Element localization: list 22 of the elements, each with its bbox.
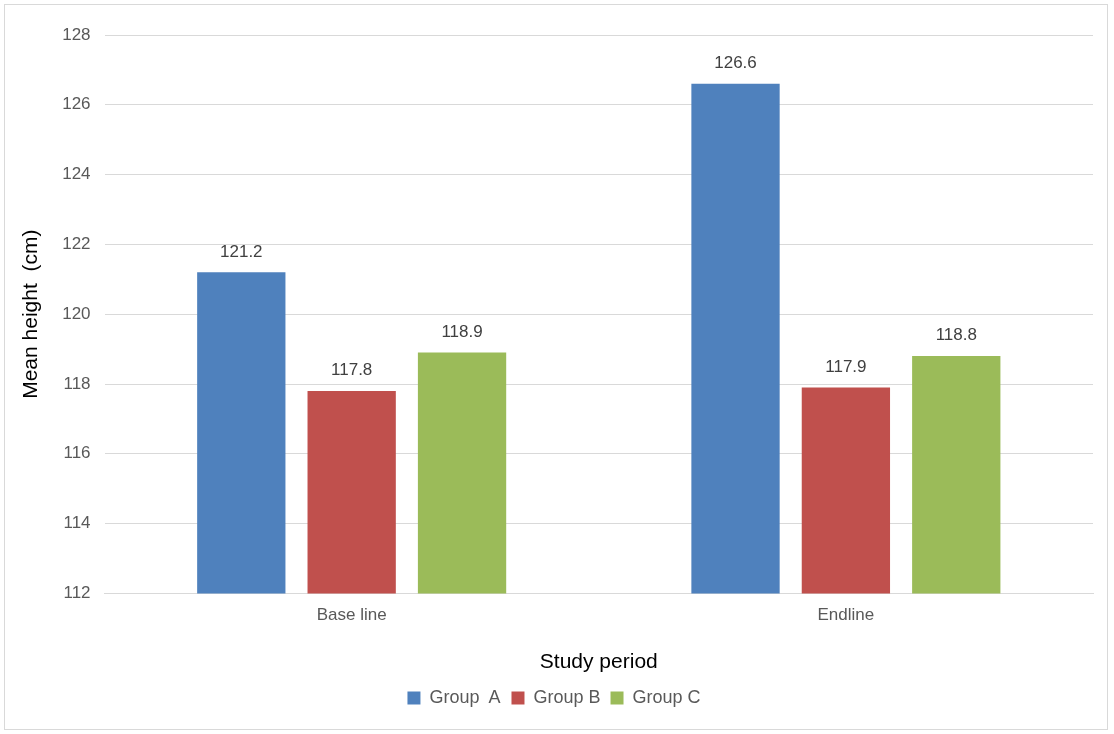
data-label: 118.9 — [441, 321, 483, 341]
y-tick-label: 126 — [62, 94, 91, 114]
legend-label: Group A — [429, 686, 501, 707]
data-label: 117.9 — [825, 356, 867, 376]
y-tick-label: 114 — [63, 513, 91, 533]
legend-label: Group B — [533, 686, 601, 707]
data-label: 121.2 — [220, 241, 263, 261]
y-axis-title: Mean height (cm) — [18, 229, 42, 399]
legend-label: Group C — [632, 686, 701, 707]
x-tick-label: Base line — [316, 605, 387, 625]
y-tick-label: 120 — [62, 303, 91, 323]
x-tick-label: Endline — [817, 605, 875, 625]
x-axis-title: Study period — [539, 649, 658, 673]
y-tick-label: 118 — [63, 373, 91, 393]
y-tick-label: 124 — [62, 164, 91, 184]
data-label: 117.8 — [331, 360, 373, 380]
y-tick-label: 128 — [62, 24, 91, 44]
data-label: 126.6 — [714, 53, 757, 73]
y-tick-label: 116 — [63, 443, 91, 463]
y-tick-label: 112 — [63, 583, 91, 603]
data-label: 118.8 — [935, 325, 977, 345]
y-tick-label: 122 — [62, 234, 91, 254]
